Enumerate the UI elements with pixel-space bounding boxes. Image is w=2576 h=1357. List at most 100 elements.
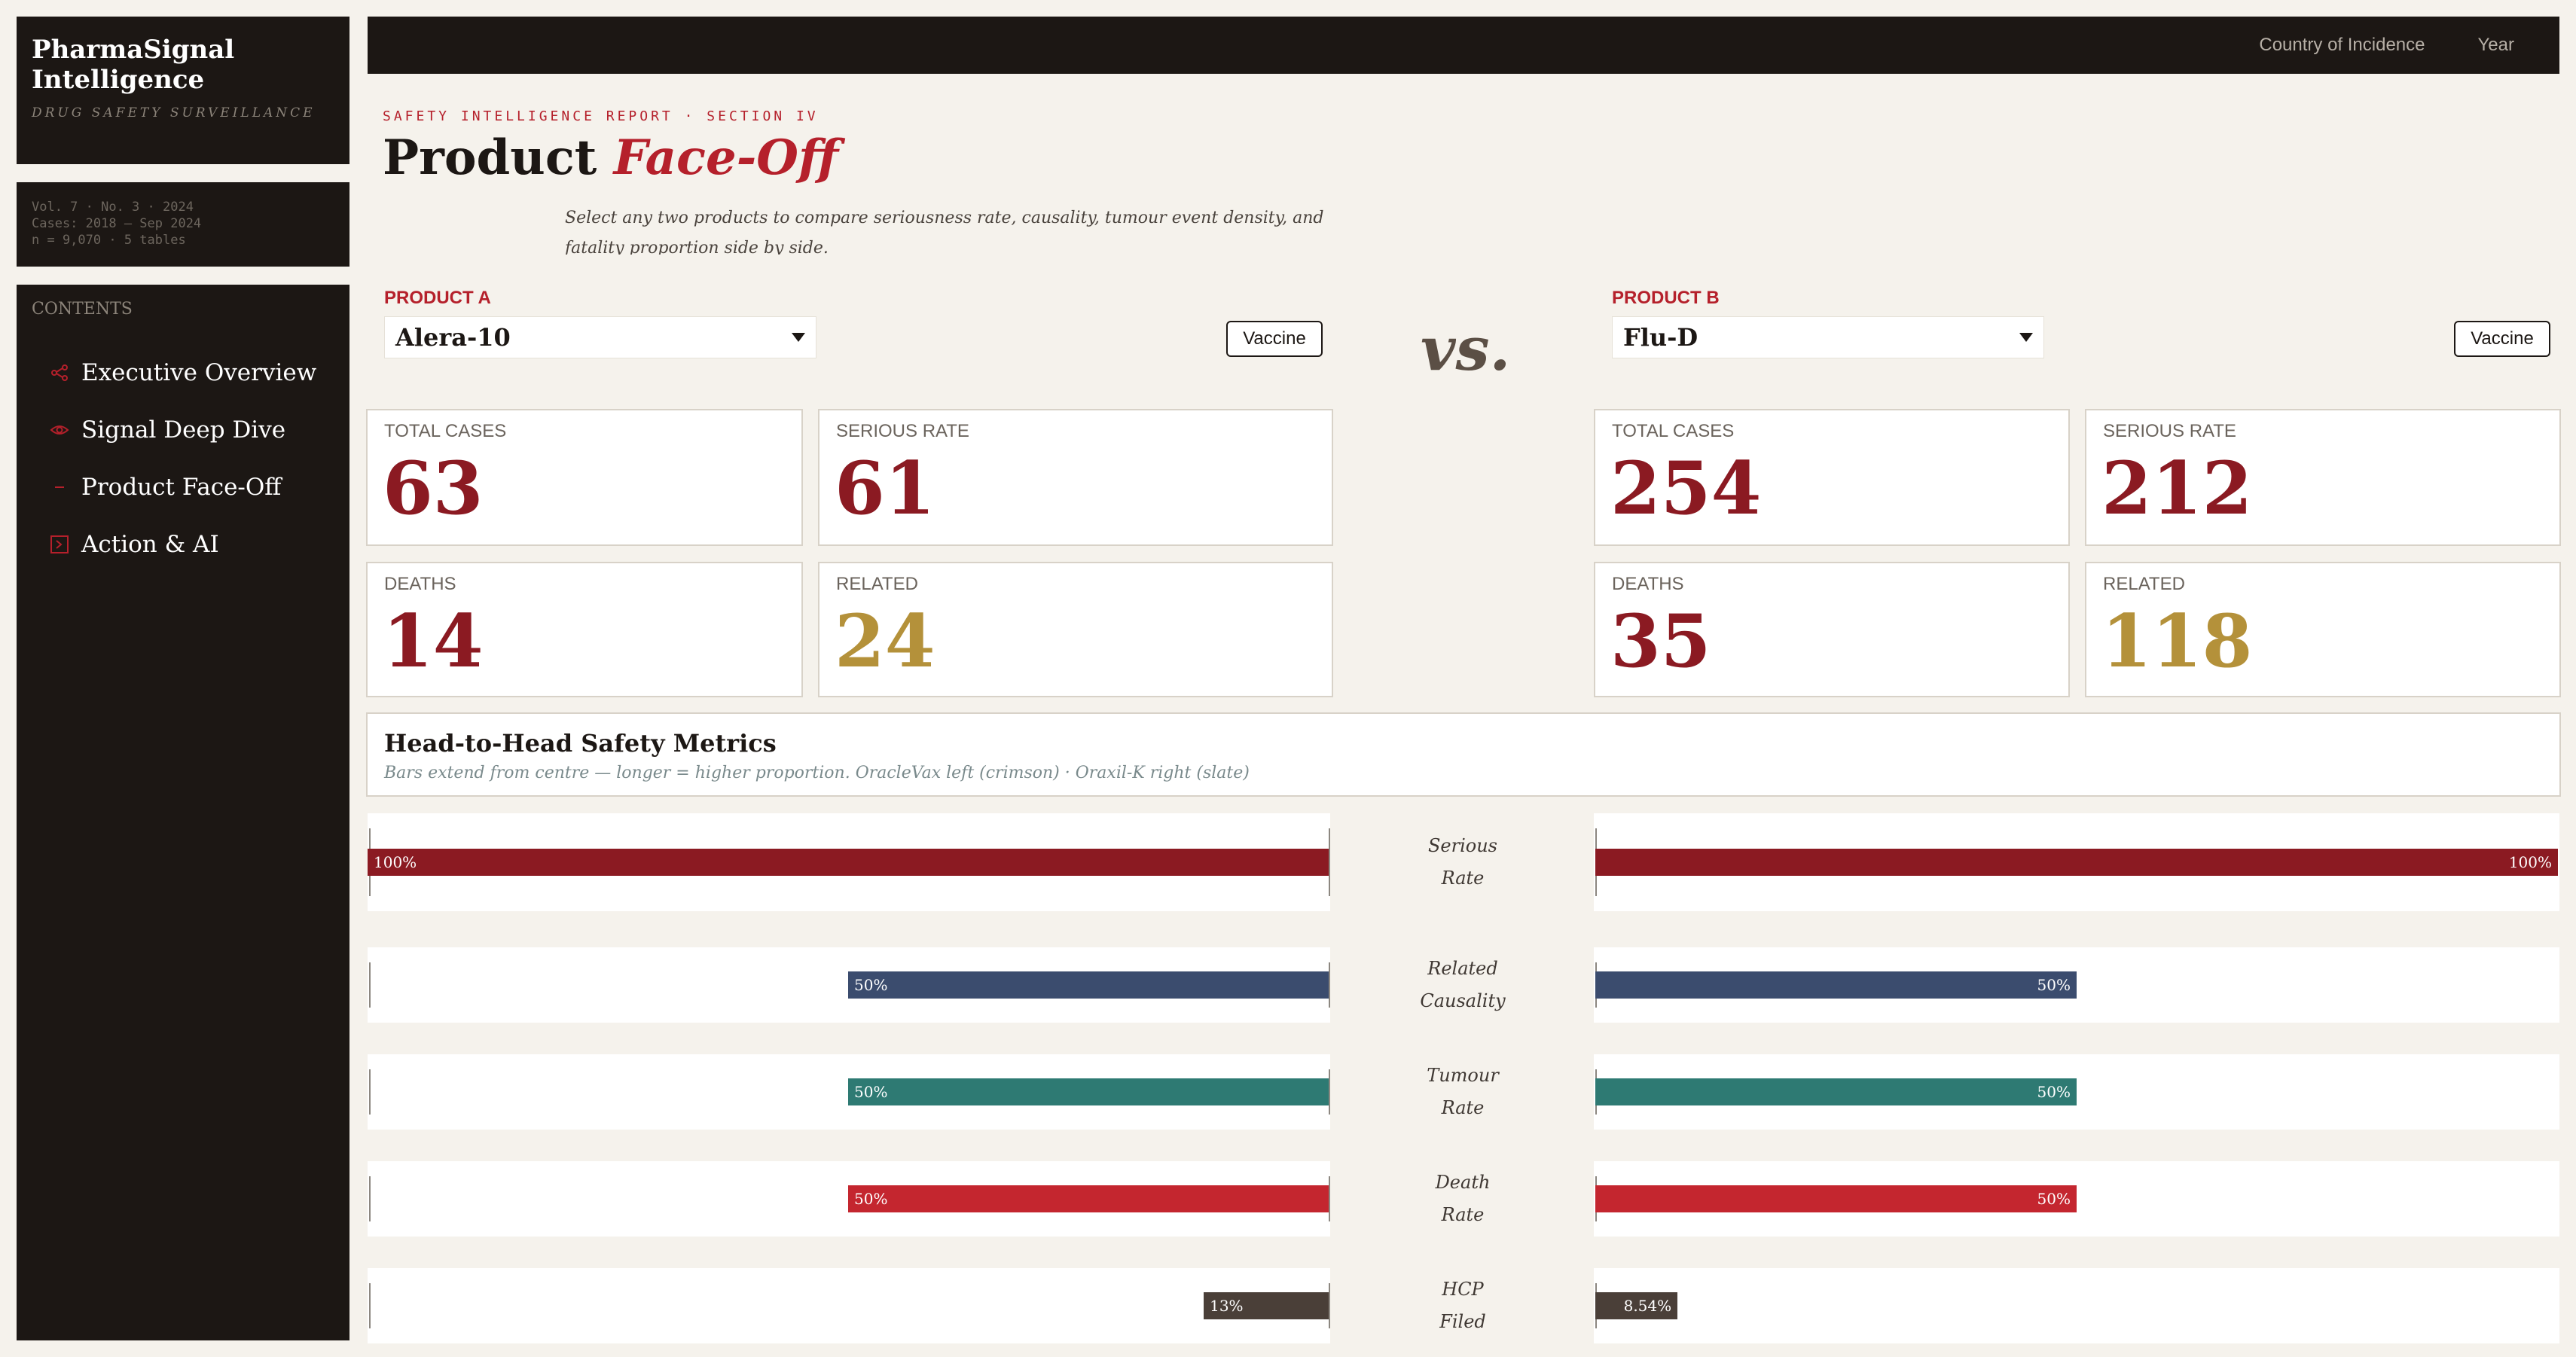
brand-title: PharmaSignal Intelligence — [32, 35, 235, 95]
metric-category-label: Tumour Rate — [1387, 1060, 1538, 1124]
metrics-subtitle: Bars extend from centre — longer = highe… — [384, 764, 1250, 782]
bar-value-label: 50% — [2037, 976, 2071, 994]
metric-category-line: Filed — [1439, 1311, 1486, 1332]
metric-row-left-panel — [368, 1268, 1330, 1343]
product-b-select[interactable]: Flu-D — [1612, 316, 2044, 358]
product-a-deaths-card: DEATHS 14 — [366, 562, 803, 697]
bar-value-label: 50% — [2037, 1083, 2071, 1101]
report-meta: Vol. 7 · No. 3 · 2024 Cases: 2018 – Sep … — [17, 182, 349, 267]
bar-left-serious-rate: 100% — [368, 849, 1329, 876]
chevron-down-icon — [792, 333, 805, 342]
metric-category-line: Death — [1435, 1172, 1491, 1193]
page-subtitle: Select any two products to compare serio… — [565, 209, 1324, 255]
bar-value-label: 50% — [854, 1083, 888, 1101]
share-icon — [48, 361, 71, 384]
metric-category-line: Rate — [1441, 1097, 1485, 1118]
chevron-down-icon — [2019, 333, 2033, 342]
eye-icon — [48, 419, 71, 441]
year-filter[interactable]: Year — [2477, 35, 2515, 55]
metric-category-line: Tumour — [1427, 1065, 1499, 1086]
brand-block: PharmaSignal Intelligence DRUG SAFETY SU… — [17, 17, 349, 164]
product-a-type-button[interactable]: Vaccine — [1226, 321, 1323, 357]
sidebar-nav: CONTENTS Executive Overview Signal Deep … — [17, 285, 349, 1340]
left-base-axis — [369, 1283, 371, 1328]
product-b-total-cases-card: TOTAL CASES 254 — [1594, 409, 2070, 546]
product-b-serious-rate-card: SERIOUS RATE 212 — [2085, 409, 2561, 546]
bar-left-hcp-filed: 13% — [1204, 1292, 1329, 1319]
card-label: SERIOUS RATE — [836, 421, 969, 441]
bar-value-label: 13% — [1210, 1297, 1244, 1315]
dash-icon — [48, 476, 71, 499]
product-a-related-card: RELATED 24 — [818, 562, 1333, 697]
bar-left-tumour-rate: 50% — [848, 1078, 1329, 1105]
product-a-select[interactable]: Alera-10 — [384, 316, 816, 358]
metric-category-label: HCP Filed — [1387, 1273, 1538, 1338]
left-base-axis — [369, 1069, 371, 1115]
card-value: 35 — [1610, 599, 1711, 684]
metric-category-line: Rate — [1441, 1204, 1485, 1225]
card-value: 14 — [383, 599, 484, 684]
bar-value-label: 100% — [2508, 853, 2552, 871]
nav-heading: CONTENTS — [32, 300, 133, 319]
sidebar-item-label: Product Face-Off — [81, 474, 282, 501]
bar-value-label: 50% — [854, 1190, 888, 1208]
sidebar-item-label: Action & AI — [81, 531, 219, 558]
card-value: 61 — [835, 446, 935, 531]
sidebar-item-executive-overview[interactable]: Executive Overview — [32, 344, 334, 401]
product-a-serious-rate-card: SERIOUS RATE 61 — [818, 409, 1333, 546]
card-value: 118 — [2101, 599, 2253, 684]
left-base-axis — [369, 1176, 371, 1221]
sidebar-item-product-face-off[interactable]: Product Face-Off — [32, 459, 334, 516]
card-value: 212 — [2101, 446, 2253, 531]
metrics-header: Head-to-Head Safety Metrics Bars extend … — [366, 712, 2561, 797]
left-zero-axis — [1329, 1283, 1330, 1328]
bar-right-hcp-filed: 8.54% — [1595, 1292, 1678, 1319]
card-label: RELATED — [836, 574, 918, 594]
sidebar-item-label: Signal Deep Dive — [81, 416, 286, 444]
left-base-axis — [369, 962, 371, 1008]
bar-right-serious-rate: 100% — [1595, 849, 2558, 876]
bar-right-related-causality: 50% — [1595, 971, 2077, 999]
card-label: RELATED — [2103, 574, 2185, 594]
meta-sample: n = 9,070 · 5 tables — [32, 233, 186, 248]
bar-right-death-rate: 50% — [1595, 1185, 2077, 1212]
bar-value-label: 50% — [854, 976, 888, 994]
product-a-selected: Alera-10 — [395, 323, 511, 352]
bar-value-label: 8.54% — [1623, 1297, 1672, 1315]
product-a-total-cases-card: TOTAL CASES 63 — [366, 409, 803, 546]
page-title-main: Product — [383, 130, 614, 186]
sidebar-item-action-ai[interactable]: Action & AI — [32, 516, 334, 573]
product-a-label: PRODUCT A — [384, 288, 491, 308]
metric-category-line: Rate — [1441, 868, 1485, 889]
metric-category-label: Related Causality — [1387, 953, 1538, 1017]
left-zero-axis — [1329, 828, 1330, 896]
meta-cases: Cases: 2018 – Sep 2024 — [32, 216, 202, 231]
product-b-related-card: RELATED 118 — [2085, 562, 2561, 697]
card-label: TOTAL CASES — [384, 421, 507, 441]
bar-value-label: 50% — [2037, 1190, 2071, 1208]
bar-left-related-causality: 50% — [848, 971, 1329, 999]
card-label: DEATHS — [1612, 574, 1684, 594]
metric-category-label: Serious Rate — [1387, 830, 1538, 895]
product-b-deaths-card: DEATHS 35 — [1594, 562, 2070, 697]
sidebar-item-signal-deep-dive[interactable]: Signal Deep Dive — [32, 401, 334, 459]
versus-label: vs. — [1421, 313, 1511, 384]
page-title: Product Face-Off — [383, 130, 838, 186]
country-filter[interactable]: Country of Incidence — [2259, 35, 2425, 55]
metric-row-right-panel — [1594, 1268, 2559, 1343]
metric-category-line: HCP — [1442, 1279, 1484, 1300]
product-b-label: PRODUCT B — [1612, 288, 1720, 308]
left-zero-axis — [1329, 962, 1330, 1008]
metrics-title: Head-to-Head Safety Metrics — [384, 729, 777, 758]
card-label: TOTAL CASES — [1612, 421, 1735, 441]
bar-value-label: 100% — [374, 853, 417, 871]
product-b-selected: Flu-D — [1623, 323, 1699, 352]
top-bar: Country of Incidence Year — [368, 17, 2559, 74]
bar-left-death-rate: 50% — [848, 1185, 1329, 1212]
metric-category-line: Causality — [1420, 990, 1506, 1011]
product-b-type-button[interactable]: Vaccine — [2454, 321, 2550, 357]
page-title-accent: Face-Off — [613, 130, 838, 186]
meta-volume: Vol. 7 · No. 3 · 2024 — [32, 200, 194, 215]
sidebar-item-label: Executive Overview — [81, 359, 317, 386]
left-zero-axis — [1329, 1069, 1330, 1115]
